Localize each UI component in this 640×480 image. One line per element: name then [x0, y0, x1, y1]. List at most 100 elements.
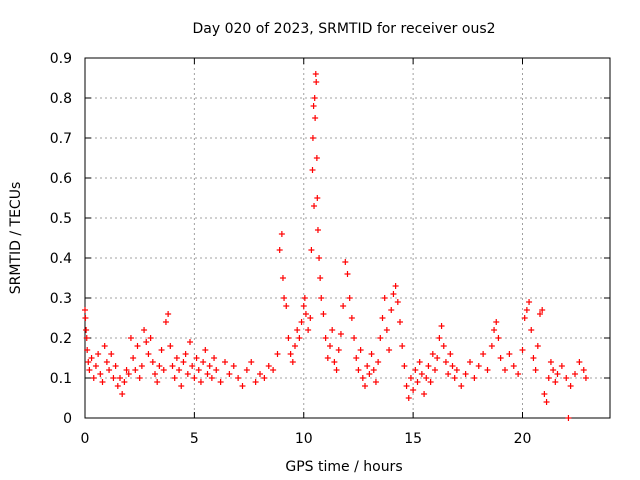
data-point [206, 363, 213, 369]
data-point [99, 379, 106, 385]
data-point [471, 375, 478, 381]
data-point [519, 347, 526, 353]
data-point [438, 323, 445, 329]
data-point [440, 343, 447, 349]
data-point [434, 355, 441, 361]
y-axis-ticks: 0 0.1 0.2 0.3 0.4 0.5 0.6 0.7 0.8 0.9 [50, 51, 610, 427]
data-point [377, 335, 384, 341]
data-point [532, 367, 539, 373]
data-point [484, 367, 491, 373]
data-point [405, 395, 412, 401]
data-point [226, 371, 233, 377]
data-point [312, 115, 319, 121]
data-point [342, 259, 349, 265]
data-point [451, 375, 458, 381]
data-point [145, 351, 152, 357]
data-point [158, 347, 165, 353]
data-point [252, 379, 259, 385]
data-point [554, 371, 561, 377]
data-point [436, 335, 443, 341]
data-point [397, 319, 403, 325]
data-point [180, 359, 187, 365]
data-point [307, 315, 314, 321]
data-point [414, 379, 421, 385]
data-point [394, 299, 401, 305]
data-point [279, 275, 286, 281]
y-tick-label: 0.9 [50, 51, 72, 67]
data-point [313, 155, 320, 161]
data-point [313, 79, 320, 85]
data-point [82, 315, 89, 321]
data-point [101, 343, 108, 349]
y-tick-label: 0.6 [50, 171, 72, 187]
data-point [200, 359, 207, 365]
data-point [375, 359, 382, 365]
data-point [296, 335, 303, 341]
data-point [287, 351, 294, 357]
data-point [125, 371, 132, 377]
data-point [558, 363, 565, 369]
data-point [359, 375, 366, 381]
data-point [337, 331, 344, 337]
data-point [547, 359, 554, 365]
data-point [217, 379, 224, 385]
data-point [392, 283, 399, 289]
y-tick-label: 0.2 [50, 331, 72, 347]
data-point [314, 227, 321, 233]
data-point [348, 315, 355, 321]
data-point [324, 355, 331, 361]
data-point [541, 391, 548, 397]
data-point [582, 375, 589, 381]
data-point [390, 291, 397, 297]
data-point [366, 371, 373, 377]
data-point [134, 343, 141, 349]
data-point [357, 347, 364, 353]
data-point [230, 363, 237, 369]
data-point [312, 71, 319, 77]
data-point [141, 327, 148, 333]
data-point [493, 319, 500, 325]
data-point [235, 375, 242, 381]
data-point [147, 335, 154, 341]
x-tick-label: 5 [190, 431, 199, 447]
data-point [213, 367, 220, 373]
data-point [298, 319, 305, 325]
data-point [462, 371, 469, 377]
data-point [281, 295, 288, 301]
data-point [243, 367, 250, 373]
data-point [187, 339, 193, 345]
y-tick-label: 0.1 [50, 371, 72, 387]
data-point [85, 359, 92, 365]
data-point [449, 363, 456, 369]
data-point [165, 311, 172, 317]
data-point [445, 371, 452, 377]
data-point [310, 103, 317, 109]
data-point [327, 343, 333, 349]
data-point [257, 371, 263, 377]
data-point [320, 311, 327, 317]
data-point [285, 335, 292, 341]
plot-frame [84, 57, 611, 419]
data-point [195, 367, 202, 373]
data-point [97, 371, 104, 377]
data-point [123, 367, 130, 373]
data-point [248, 359, 255, 365]
data-point [197, 379, 204, 385]
data-point [311, 203, 318, 209]
data-point [386, 347, 393, 353]
data-point [88, 355, 95, 361]
data-point [432, 367, 438, 373]
data-point [423, 375, 430, 381]
data-point [491, 327, 498, 333]
data-point [567, 383, 574, 389]
data-point [370, 367, 377, 373]
data-point [425, 363, 432, 369]
data-point [204, 371, 211, 377]
data-point [429, 351, 436, 357]
data-point [121, 379, 128, 385]
data-point [318, 295, 325, 301]
data-point [572, 371, 578, 377]
data-point [403, 383, 410, 389]
data-point [401, 363, 408, 369]
data-point [497, 355, 504, 361]
